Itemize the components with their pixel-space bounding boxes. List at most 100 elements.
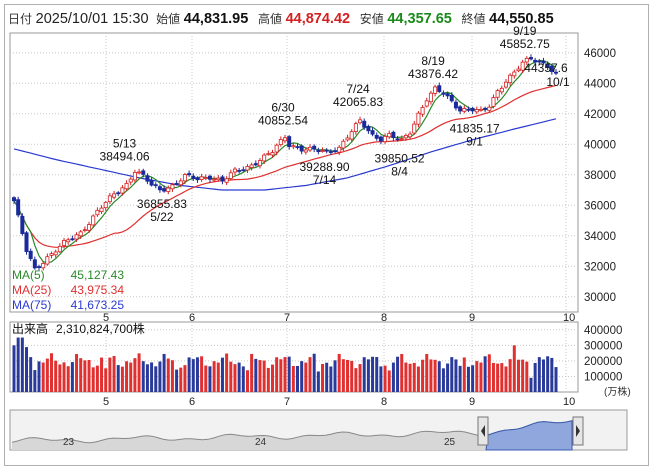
volume-bar [458,365,462,392]
candle-body [112,193,117,198]
volume-bar [471,365,475,392]
price-tick-label: 34000 [584,231,616,243]
candle-body [249,164,254,168]
volume-bar [487,354,491,392]
volume-bar [141,361,145,392]
volume-bar [150,362,154,392]
close-label: 終値 [461,12,486,26]
volume-bar [87,359,91,392]
candle-body [470,107,475,112]
volume-bar [421,359,425,392]
candle-body [424,100,429,107]
candle-body [170,184,175,190]
candle-body [41,263,46,269]
candle-body [428,92,433,103]
candle-body [416,112,421,125]
volume-bar [304,362,308,392]
candle-body [362,120,367,128]
volume-bar [446,363,450,392]
volume-bar [175,369,179,392]
legend-label: MA(5) [12,268,45,282]
candle-body [441,92,446,95]
candle-body [278,139,283,145]
volume-bar [133,358,137,392]
volume-bar [546,356,550,392]
candle-body [32,259,37,269]
annotation-date: 9/19 [513,24,537,38]
candle-body [228,172,233,179]
open-label: 始値 [156,12,181,26]
candle-body [153,184,158,187]
price-tick-label: 36000 [584,200,616,212]
candle-body [491,97,496,107]
candle-body [545,63,550,68]
month-label-volume: 9 [469,396,475,408]
annotation-value: 43876.42 [408,67,458,81]
volume-unit: (万株) [604,385,631,398]
candle-body [287,136,292,147]
candle-body [237,170,242,172]
candle-body [282,137,287,142]
volume-value: 2,310,824,700株 [56,321,145,336]
volume-bar [541,359,545,392]
candle-body [137,171,142,174]
volume-bar [312,353,316,392]
volume-bar [275,357,279,392]
volume-bar [512,345,516,392]
price-panel [9,32,579,313]
volume-bar [37,361,41,392]
close-value: 44,550.85 [489,11,554,27]
overview-left-handle[interactable] [477,416,489,446]
volume-bar [479,362,483,392]
overview-selection [485,420,573,451]
volume-bar [433,359,437,392]
candle-body [120,187,125,194]
annotation-date: 9/1 [466,134,483,148]
candle-body [366,125,371,132]
volume-bar [308,357,312,392]
volume-bar [491,362,495,392]
candle-body [378,136,383,142]
low-value: 44,357.65 [387,11,452,27]
volume-bar [41,362,45,392]
month-label-volume: 7 [284,396,290,408]
volume-bar [154,366,158,392]
candle-body [358,119,363,124]
month-label-price: 9 [469,312,475,324]
candle-body [337,146,342,153]
annotation-9-1: 41835.179/1 [450,121,500,148]
volume-bar [25,347,29,392]
volume-bar [137,353,141,392]
candle-body [162,188,167,192]
volume-bar [391,362,395,392]
candle-body [483,107,488,110]
candle-body [541,60,546,64]
volume-bar [100,357,104,392]
candle-body [462,108,467,112]
volume-bar [333,360,337,392]
overview-right-handle[interactable] [572,416,584,446]
annotation-value: 41835.17 [450,121,500,135]
arrow-left-icon [481,425,485,437]
volume-bar [250,353,254,392]
volume-bar [258,360,262,392]
volume-bar [387,370,391,392]
candle-body [349,131,354,140]
candle-body [157,186,162,191]
volume-bar [75,354,79,392]
volume-bar [229,361,233,392]
volume-bar [329,366,333,392]
annotation-value: 39850.52 [375,152,425,166]
candle-body [87,224,92,231]
volume-bar [158,361,162,392]
candle-body [95,209,100,216]
legend-value: 43,975.34 [71,283,125,297]
volume-bar [50,353,54,392]
candle-body [333,150,338,153]
volume-bar [516,359,520,392]
candle-body [403,134,408,139]
volume-bar [316,371,320,392]
candle-body [449,94,454,102]
